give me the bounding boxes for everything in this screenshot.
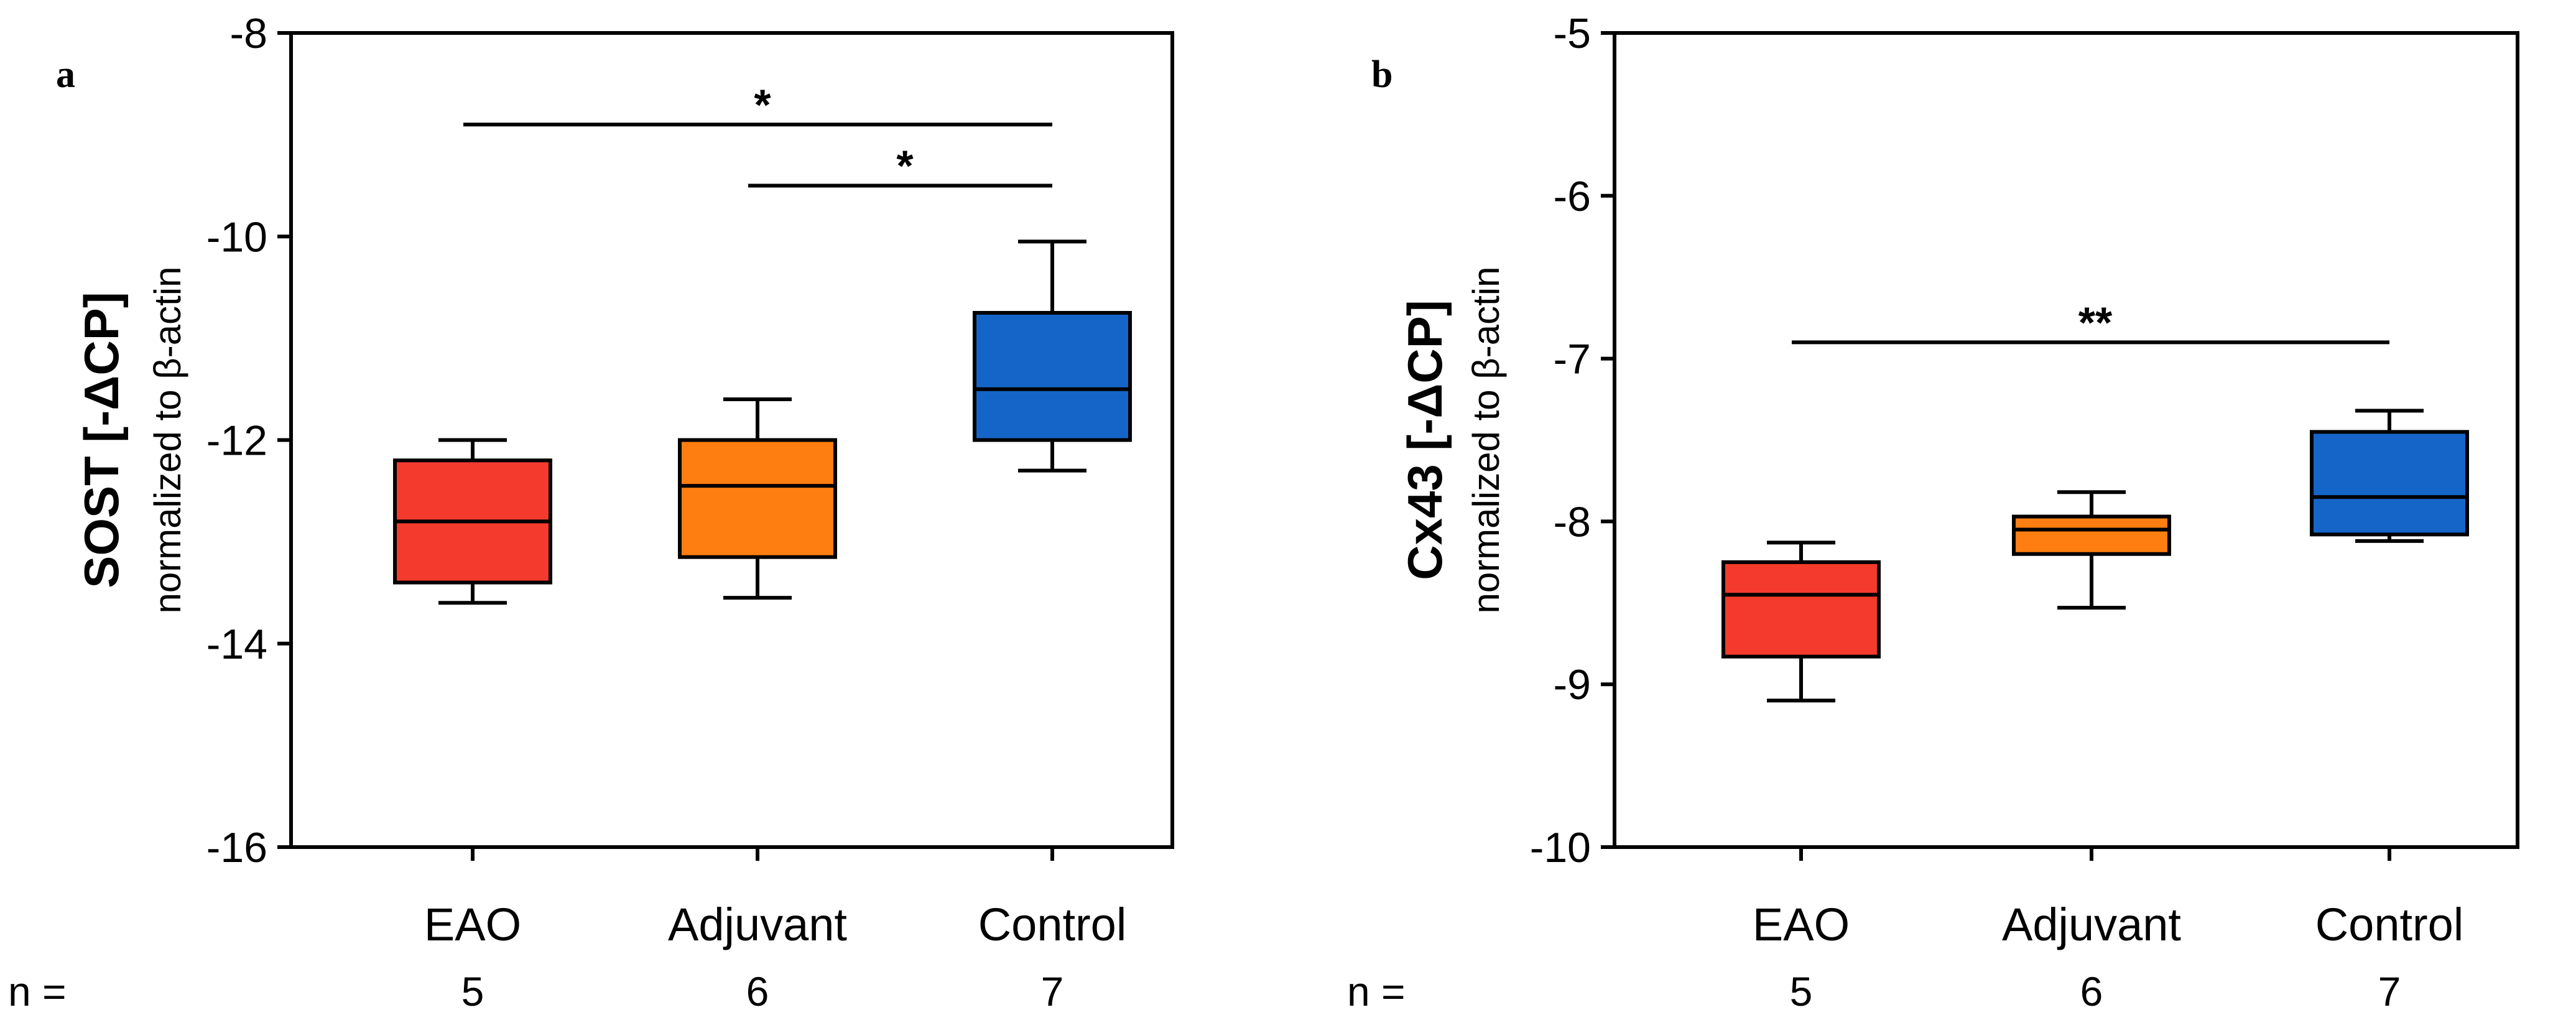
y-tick-label: -6 bbox=[1554, 173, 1591, 220]
y-tick-label: -14 bbox=[206, 621, 267, 668]
y-tick-label: -16 bbox=[206, 824, 267, 871]
n-value: 6 bbox=[746, 968, 769, 1014]
significance-label: * bbox=[896, 141, 914, 190]
panel-letter: a bbox=[56, 53, 75, 96]
box-eao bbox=[393, 438, 552, 605]
box-adjuvant bbox=[2012, 490, 2171, 610]
box-body bbox=[973, 310, 1132, 442]
y-axis-label: Cx43 [-ΔCP] bbox=[1397, 300, 1452, 580]
box-eao bbox=[1721, 540, 1881, 703]
category-label: Adjuvant bbox=[2002, 899, 2181, 950]
category-label: Adjuvant bbox=[668, 899, 847, 950]
y-tick-label: -10 bbox=[206, 213, 267, 261]
y-axis-label: SOST [-ΔCP] bbox=[74, 292, 129, 588]
y-tick-label: -9 bbox=[1554, 661, 1591, 708]
n-value: 5 bbox=[1790, 968, 1813, 1014]
n-value: 6 bbox=[2080, 968, 2103, 1014]
n-label: n = bbox=[1347, 968, 1406, 1014]
y-axis-sublabel: normalized to β-actin bbox=[1465, 266, 1507, 613]
n-label: n = bbox=[8, 968, 67, 1014]
box-body bbox=[2310, 430, 2469, 537]
box-adjuvant bbox=[678, 397, 837, 600]
significance-label: * bbox=[754, 80, 771, 129]
box-body bbox=[2012, 514, 2171, 556]
n-value: 5 bbox=[461, 968, 484, 1014]
box-control bbox=[2310, 409, 2469, 543]
box-body bbox=[1721, 560, 1881, 659]
significance-label: ** bbox=[2078, 298, 2113, 346]
panel-b: b -5 -6 -7 -8 -9 -10 Cx43 [-ΔCP] normalized to β… bbox=[1347, 10, 2519, 1014]
y-tick-label: -8 bbox=[230, 10, 267, 57]
category-label: EAO bbox=[1753, 899, 1850, 950]
panel-a: a -8 -10 -12 -14 -16 SOST [-ΔCP] normalized to … bbox=[8, 10, 1174, 1014]
y-axis-sublabel: normalized to β-actin bbox=[147, 266, 188, 613]
panel-letter: b bbox=[1371, 53, 1392, 96]
n-value: 7 bbox=[1041, 968, 1064, 1014]
box-body bbox=[678, 438, 837, 559]
plot-frame bbox=[1613, 31, 2519, 849]
n-value: 7 bbox=[2378, 968, 2401, 1014]
y-tick-label: -7 bbox=[1554, 336, 1591, 383]
category-label: EAO bbox=[424, 899, 521, 950]
category-label: Control bbox=[2315, 899, 2464, 950]
y-tick-label: -10 bbox=[1530, 824, 1591, 871]
box-control bbox=[973, 239, 1132, 473]
y-tick-label: -12 bbox=[206, 417, 267, 465]
y-tick-label: -5 bbox=[1554, 10, 1591, 57]
y-tick-label: -8 bbox=[1554, 498, 1591, 545]
category-label: Control bbox=[978, 899, 1127, 950]
